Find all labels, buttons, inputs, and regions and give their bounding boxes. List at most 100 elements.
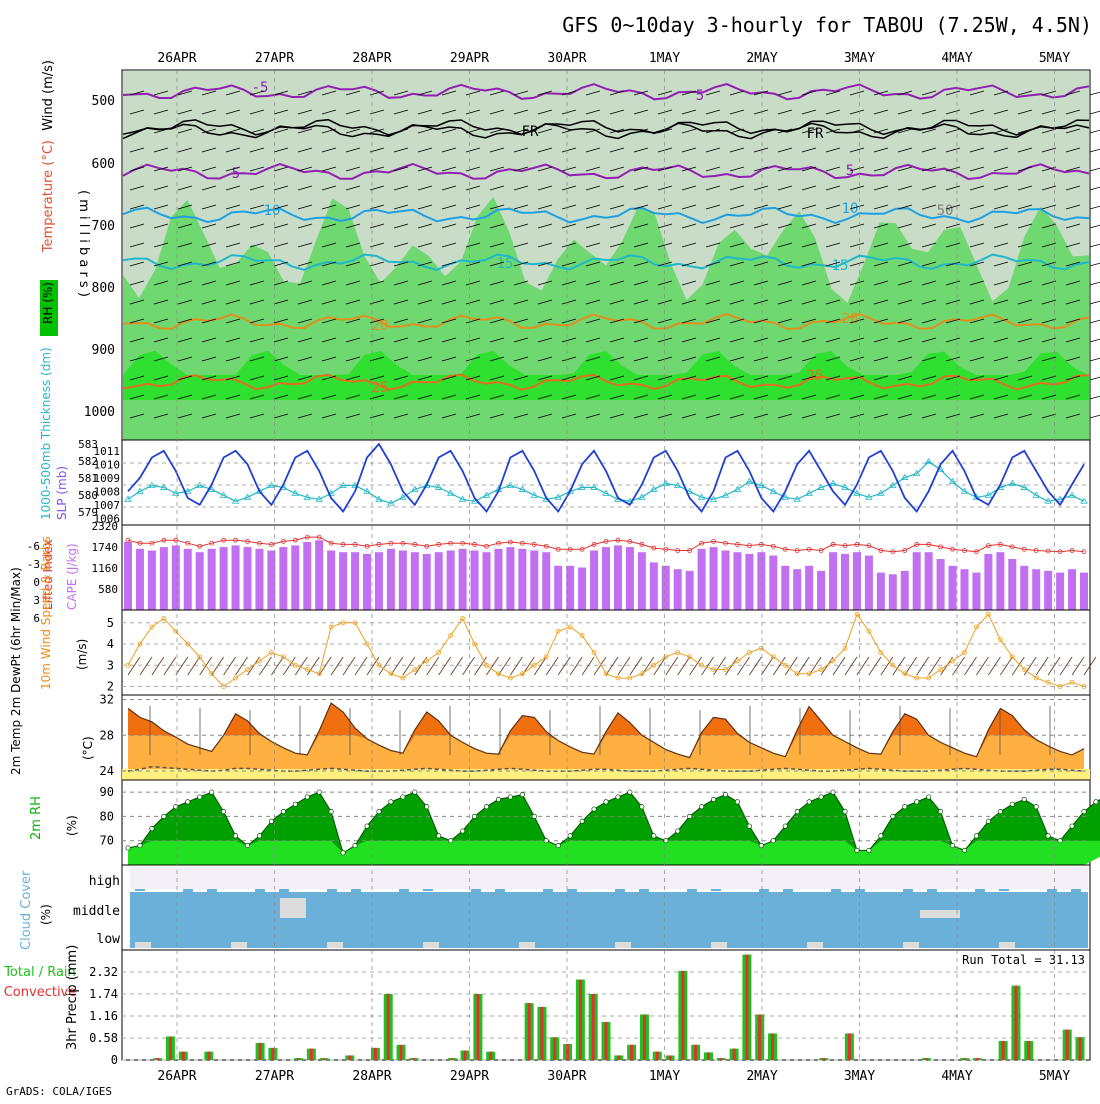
wind-barb	[321, 90, 337, 96]
wind-barb	[729, 185, 745, 191]
wind-barb	[417, 223, 433, 229]
wind-barb	[321, 185, 337, 191]
wind-barb	[609, 394, 625, 400]
wind-barb	[393, 166, 409, 172]
wind10-barb	[713, 656, 726, 676]
wind10-barb	[318, 656, 332, 676]
wind-barb	[657, 337, 673, 343]
thickness-point	[889, 481, 897, 488]
wind10-point	[651, 662, 657, 668]
cape-axis-label: CAPE (J/kg)	[65, 543, 79, 610]
wind-barb	[585, 109, 601, 115]
wind-barb	[1089, 395, 1100, 400]
wind-barb	[1065, 166, 1081, 172]
wind-barb	[969, 223, 985, 229]
cape-tick: 1160	[92, 562, 119, 575]
wind-barb	[897, 166, 913, 172]
wind-barb	[993, 90, 1009, 96]
thickness-point	[566, 487, 574, 494]
wind-barb	[1065, 413, 1081, 419]
wind-barb	[1065, 128, 1081, 134]
wind-barb	[633, 147, 649, 153]
wind-barb	[489, 242, 505, 248]
wind-barb	[561, 394, 577, 400]
wind-barb	[609, 242, 625, 248]
wind10-barb	[988, 656, 1001, 676]
cape-bar	[900, 570, 909, 610]
wind-barb	[225, 337, 241, 343]
wind-barb	[1041, 185, 1057, 191]
wind-barb	[825, 261, 841, 267]
cloud-high-block	[255, 889, 265, 902]
wind-barb	[201, 337, 217, 343]
wind-barb	[993, 242, 1009, 248]
wind-barb	[369, 280, 385, 286]
wind-barb	[849, 242, 865, 248]
wind-barb	[633, 109, 649, 115]
wind-barb	[369, 318, 385, 324]
wind-barb	[729, 280, 745, 286]
wind-barb	[681, 204, 697, 210]
wind10-point	[950, 658, 955, 664]
wind10-point	[340, 620, 346, 626]
wind-barb	[729, 128, 745, 134]
wind-barb	[921, 204, 937, 210]
wind-barb	[297, 204, 313, 210]
thickness-point	[781, 493, 789, 500]
wind-barb	[465, 109, 481, 115]
wind10-barb	[510, 656, 523, 676]
wind10-point	[507, 675, 513, 681]
wind-barb	[705, 280, 721, 286]
wind-barb	[417, 166, 433, 172]
wind-barb	[321, 242, 337, 248]
cape-bar	[864, 555, 873, 610]
wind-barb	[633, 356, 649, 362]
wind-barb	[561, 128, 577, 134]
wind-barb	[657, 90, 673, 96]
wind-barb	[273, 261, 289, 267]
wind-barb	[897, 147, 913, 153]
wind-barb	[969, 147, 985, 153]
cape-bar	[602, 547, 610, 610]
wind-barb	[201, 128, 217, 134]
wind-barb	[153, 147, 169, 153]
wind-barb	[561, 375, 577, 381]
cape-bar	[637, 552, 646, 610]
thickness-point	[602, 489, 610, 496]
wind-barb	[801, 109, 817, 115]
wind-barb	[393, 223, 409, 229]
wind10-tick: 3	[107, 658, 114, 672]
wind-barb	[921, 318, 937, 324]
wind-barb	[777, 166, 793, 172]
wind-barb	[273, 204, 289, 210]
thickness-point	[184, 487, 192, 494]
wind-barb	[561, 413, 577, 419]
wind-barb	[609, 337, 625, 343]
wind-barb	[273, 375, 289, 381]
cape-bar	[410, 552, 419, 610]
date-label-bottom: 2MAY	[746, 1069, 777, 1084]
wind-barb	[969, 109, 985, 115]
wind-barb	[153, 185, 169, 191]
wind10-point	[197, 654, 203, 660]
wind-barb	[729, 337, 745, 343]
wind-barb	[297, 109, 313, 115]
wind10-point	[316, 671, 322, 677]
rh2m-point	[376, 809, 382, 815]
wind-barb	[921, 90, 937, 96]
rh2m-point	[878, 833, 884, 839]
wind-barb	[465, 166, 481, 172]
wind-barb	[801, 223, 817, 229]
li-tick: -3	[27, 558, 40, 571]
wind-barb	[897, 413, 913, 419]
wind-barb	[1089, 91, 1100, 96]
li-point	[519, 540, 525, 546]
rh2m-point	[507, 794, 513, 800]
thickness-point	[650, 485, 658, 492]
wind-barb	[1065, 147, 1081, 153]
li-point	[735, 542, 740, 547]
wind-barb	[849, 280, 865, 286]
wind-barb	[873, 280, 889, 286]
cape-bar	[625, 547, 634, 610]
wind-barb	[393, 299, 409, 305]
